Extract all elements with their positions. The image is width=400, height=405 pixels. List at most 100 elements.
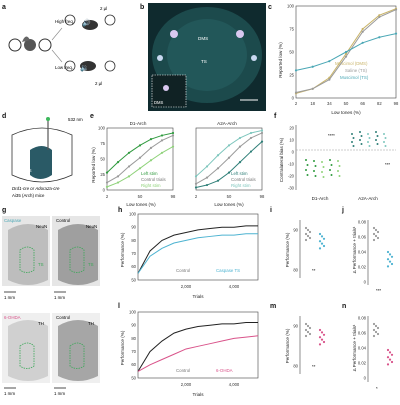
e1-point	[149, 159, 153, 162]
e2-point	[205, 165, 209, 168]
c-point	[328, 60, 331, 63]
h-ytick: 80	[131, 238, 136, 243]
c-point	[311, 87, 314, 90]
l-ytick: 70	[131, 349, 136, 354]
mouse-line-1: Drd1-cre or Adora2a-cre	[12, 186, 60, 191]
l-ylabel: Performance (%)	[120, 330, 125, 365]
panel-m-label: m	[270, 303, 276, 310]
f-dot	[352, 137, 355, 139]
j-dots-dot	[372, 238, 376, 242]
n-dots-dot	[374, 330, 378, 334]
n-dots-dot	[388, 358, 392, 361]
n-dots-dot	[376, 332, 380, 336]
c-point	[344, 50, 348, 54]
f-dot	[351, 141, 353, 143]
f-dot	[322, 166, 325, 168]
n-dots-dot	[372, 322, 376, 326]
i-dots-dot	[318, 247, 322, 250]
f-cat-2: A2A-Arch	[358, 196, 378, 201]
e1-point	[127, 165, 131, 168]
c-ytick: 75	[289, 26, 294, 31]
panel-h-label: h	[118, 207, 122, 214]
panel-j-chart: Δ Performance + trials¹ ***	[352, 220, 394, 293]
g-control2-label: Control	[56, 315, 70, 320]
j-ytick: 0.06	[358, 234, 367, 239]
e1-xtick: 50	[138, 194, 143, 199]
e2-point	[205, 176, 209, 179]
e2-point	[205, 183, 209, 187]
n-ylabel: Δ Performance + trials¹	[352, 324, 357, 371]
e1-ytick: 100	[98, 125, 106, 130]
f-dot	[368, 137, 371, 139]
panel-l-label: l	[118, 303, 120, 310]
panel-i-chart: Performance (%) **	[285, 220, 326, 278]
l-ytick: 90	[131, 323, 136, 328]
i-dots-dot	[304, 238, 308, 242]
e1-line-0	[106, 132, 174, 174]
f-sig-main: ****	[328, 133, 335, 138]
e2-point	[260, 131, 264, 135]
n-ytick: 0.02	[358, 360, 367, 365]
c-point	[344, 55, 348, 58]
m-dots-dot	[306, 324, 310, 328]
n-dots-dot	[390, 353, 394, 356]
e1-point	[138, 156, 142, 159]
g-ts-2: TS	[88, 262, 94, 267]
c-point	[378, 14, 381, 17]
i-dots-dot	[304, 232, 308, 236]
m-dots-dot	[304, 334, 308, 338]
e1-point	[171, 131, 175, 135]
h-ytick: 60	[131, 264, 136, 269]
c-legend-1: Muscimol (DMS)	[335, 61, 368, 66]
f-dot	[338, 165, 341, 167]
panel-c-chart: Reported low (%) Low tones (%) Muscimol …	[278, 5, 397, 115]
h-ytick: 50	[131, 277, 136, 282]
c-point	[344, 52, 348, 55]
h-xtick: 4,000	[229, 284, 240, 289]
c-xtick: 2	[295, 101, 298, 106]
l-legend-control: Control	[176, 368, 190, 373]
f-dot	[359, 139, 361, 141]
m-ytick: 90	[293, 323, 298, 328]
f-ytick: 0	[292, 149, 295, 154]
l-ytick: 100	[129, 309, 137, 314]
c-ytick: 25	[289, 72, 294, 77]
j-ytick: 0.04	[358, 249, 367, 254]
e1-point	[149, 138, 153, 141]
panel-g-label: g	[2, 207, 6, 214]
e1-point	[138, 144, 142, 147]
c-xtick: 34	[327, 101, 332, 106]
m-dots-dot	[308, 332, 312, 336]
f-dot	[367, 133, 369, 135]
n-ytick: 0	[364, 375, 367, 380]
f-dot	[305, 159, 307, 161]
j-dots-dot	[386, 265, 390, 268]
i-dots-dot	[318, 232, 322, 236]
i-ylabel: Performance (%)	[285, 232, 290, 267]
h-ylabel: Performance (%)	[120, 232, 125, 267]
e1-ytick: 75	[100, 141, 105, 146]
panel-e-label: e	[90, 113, 94, 120]
c-point	[361, 27, 364, 31]
panel-l-chart: Performance (%) Trials Control 6-OHDA	[120, 311, 259, 397]
m-dots-dot	[308, 326, 312, 330]
l-legend-treat: 6-OHDA	[216, 368, 233, 373]
e1-point	[160, 139, 164, 142]
panel-f-label: f	[274, 113, 277, 120]
f-cat-1: D1-Arch	[312, 196, 329, 201]
h-xtick: 2,000	[181, 284, 192, 289]
e-title-1: D1-Arch	[130, 121, 147, 126]
e2-point	[238, 161, 242, 164]
ts-label: TS	[201, 59, 207, 64]
c-point	[361, 30, 364, 33]
h-ytick: 90	[131, 225, 136, 230]
e2-xtick: 98	[260, 194, 265, 199]
m-dots-dot	[320, 331, 324, 334]
c-point	[378, 15, 381, 19]
c-xlabel: Low tones (%)	[331, 110, 361, 115]
f-ytick: 10	[289, 137, 294, 142]
panel-e-charts: D1-Arch A2A-Arch Reported low (%) Low to…	[91, 121, 263, 207]
i-dots-dot	[318, 240, 322, 243]
f-dot	[314, 175, 317, 177]
panel-m-chart: Performance (%) **	[285, 316, 326, 374]
